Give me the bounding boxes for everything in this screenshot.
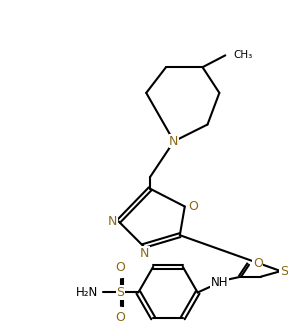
Text: O: O — [253, 257, 263, 270]
Text: H₂N: H₂N — [75, 286, 98, 299]
Text: S: S — [117, 286, 124, 299]
Text: O: O — [189, 200, 199, 213]
Text: O: O — [115, 261, 126, 274]
Text: N: N — [169, 135, 179, 148]
Text: CH₃: CH₃ — [233, 50, 253, 60]
Text: O: O — [115, 311, 126, 324]
Text: S: S — [280, 265, 288, 278]
Text: N: N — [108, 215, 118, 228]
Text: NH: NH — [211, 276, 228, 289]
Text: N: N — [140, 247, 149, 260]
